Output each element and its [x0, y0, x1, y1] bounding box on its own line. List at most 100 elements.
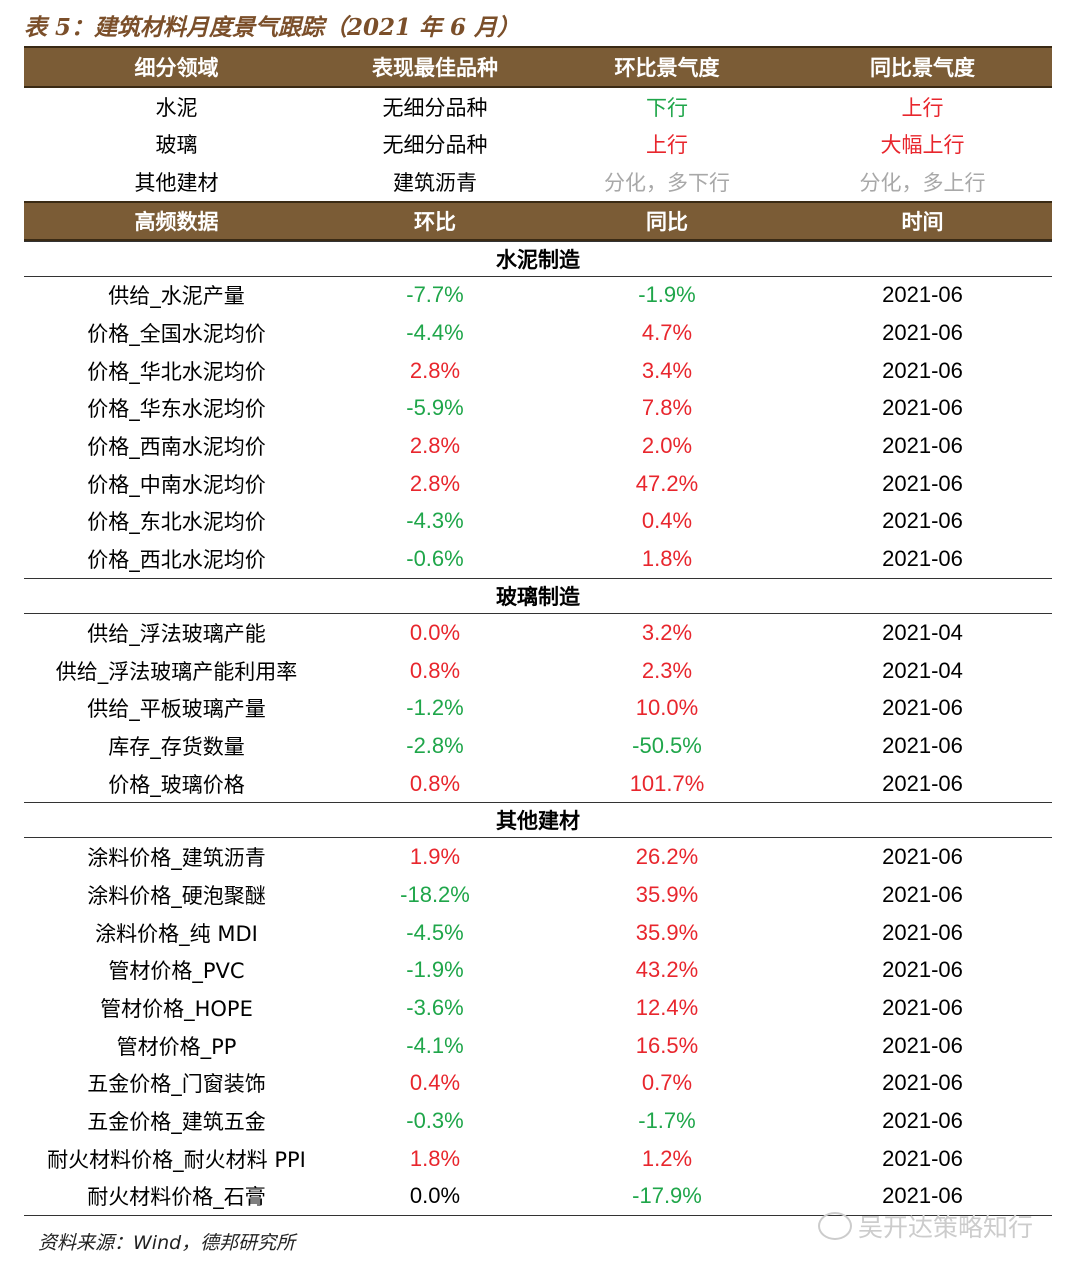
table-row: 供给_水泥产量 -7.7% -1.9% 2021-06 — [24, 277, 1052, 315]
item-cell: 管材价格_PVC — [108, 959, 245, 984]
sections-body: 水泥制造 供给_水泥产量 -7.7% -1.9% 2021-06 价格_全国水泥均价 -4.… — [24, 240, 1052, 1216]
header-cell: 细分领域 — [134, 56, 219, 80]
mom-value-cell: -5.9% — [406, 395, 464, 421]
mom-value-cell: 1.8% — [409, 1145, 461, 1171]
header-cell: 时间 — [901, 209, 944, 234]
mom-trend-cell: 分化，多下行 — [604, 170, 730, 195]
header-cell: 环比 — [414, 209, 456, 234]
mom-value-cell: 0.8% — [409, 770, 461, 796]
mom-value-cell: -4.3% — [406, 508, 464, 534]
item-cell: 价格_东北水泥均价 — [87, 510, 266, 535]
watermark: 吴开达策略知行 — [818, 1208, 1033, 1244]
mom-value-cell: -4.4% — [406, 320, 464, 346]
yoy-value-cell: -1.9% — [638, 282, 696, 308]
best-variety-cell: 无细分品种 — [382, 133, 488, 158]
table-row: 五金价格_门窗装饰 0.4% 0.7% 2021-06 — [24, 1065, 1052, 1103]
mom-value-cell: 2.8% — [409, 470, 461, 496]
yoy-value-cell: 0.4% — [641, 508, 693, 534]
best-variety-cell: 建筑沥青 — [393, 170, 477, 195]
data-table: 细分领域 表现最佳品种 环比景气度 同比景气度 水泥 无细分品种 下行 上行 玻璃 无细分… — [24, 46, 1052, 1217]
table-row: 价格_中南水泥均价 2.8% 47.2% 2021-06 — [24, 465, 1052, 503]
time-cell: 2021-06 — [882, 357, 963, 383]
time-cell: 2021-06 — [882, 508, 963, 534]
section-header: 玻璃制造 — [24, 578, 1052, 614]
mom-value-cell: 2.8% — [409, 433, 461, 459]
time-cell: 2021-06 — [882, 732, 963, 758]
item-cell: 供给_浮法玻璃产能 — [87, 621, 266, 646]
section-header: 其他建材 — [24, 802, 1052, 839]
yoy-value-cell: -17.9% — [632, 1183, 702, 1209]
table-row: 管材价格_PP -4.1% 16.5% 2021-06 — [24, 1027, 1052, 1065]
time-cell: 2021-06 — [882, 844, 963, 870]
time-cell: 2021-06 — [882, 470, 963, 496]
field-cell: 其他建材 — [134, 170, 219, 195]
mom-trend-cell: 上行 — [646, 133, 688, 158]
table-row: 耐火材料价格_耐火材料 PPI 1.8% 1.2% 2021-06 — [24, 1140, 1052, 1178]
watermark-text: 吴开达策略知行 — [858, 1213, 1034, 1242]
mom-value-cell: -4.5% — [406, 919, 464, 945]
header-cell: 表现最佳品种 — [372, 56, 498, 80]
item-cell: 耐火材料价格_耐火材料 PPI — [47, 1147, 306, 1172]
yoy-value-cell: 0.7% — [641, 1070, 693, 1096]
best-variety-cell: 无细分品种 — [382, 95, 488, 120]
mom-value-cell: -1.9% — [406, 957, 464, 983]
mom-value-cell: -0.3% — [406, 1108, 464, 1134]
table-row: 涂料价格_硬泡聚醚 -18.2% 35.9% 2021-06 — [24, 876, 1052, 914]
mom-value-cell: 1.9% — [409, 844, 461, 870]
item-cell: 库存_存货数量 — [108, 734, 245, 759]
yoy-value-cell: 3.2% — [641, 619, 693, 645]
time-cell: 2021-06 — [882, 770, 963, 796]
item-cell: 涂料价格_建筑沥青 — [87, 846, 266, 871]
yoy-value-cell: 10.0% — [635, 695, 699, 721]
time-cell: 2021-06 — [882, 1145, 963, 1171]
item-cell: 涂料价格_纯 MDI — [95, 921, 258, 946]
table-row: 价格_西南水泥均价 2.8% 2.0% 2021-06 — [24, 427, 1052, 465]
yoy-value-cell: -1.7% — [638, 1108, 696, 1134]
item-cell: 涂料价格_硬泡聚醚 — [87, 883, 266, 908]
item-cell: 五金价格_门窗装饰 — [87, 1072, 266, 1097]
time-cell: 2021-06 — [882, 957, 963, 983]
item-cell: 供给_水泥产量 — [108, 284, 245, 309]
time-cell: 2021-06 — [882, 282, 963, 308]
table-row: 供给_浮法玻璃产能利用率 0.8% 2.3% 2021-04 — [24, 652, 1052, 690]
yoy-value-cell: 47.2% — [635, 470, 699, 496]
field-cell: 玻璃 — [155, 133, 198, 158]
wechat-icon — [818, 1212, 852, 1240]
mom-value-cell: 0.0% — [409, 1183, 461, 1209]
table-row: 五金价格_建筑五金 -0.3% -1.7% 2021-06 — [24, 1102, 1052, 1140]
time-cell: 2021-06 — [882, 919, 963, 945]
mom-value-cell: -2.8% — [406, 732, 464, 758]
yoy-value-cell: 12.4% — [635, 995, 699, 1021]
mom-value-cell: -3.6% — [406, 995, 464, 1021]
item-cell: 耐火材料价格_石膏 — [87, 1185, 266, 1210]
yoy-value-cell: 43.2% — [635, 957, 699, 983]
time-cell: 2021-06 — [882, 395, 963, 421]
header-cell: 同比景气度 — [870, 56, 975, 80]
summary-body: 水泥 无细分品种 下行 上行 玻璃 无细分品种 上行 大幅上行 其他建材 建筑沥青 分化，多下行 分化… — [24, 88, 1052, 201]
table-row: 价格_东北水泥均价 -4.3% 0.4% 2021-06 — [24, 503, 1052, 541]
yoy-value-cell: 26.2% — [635, 844, 699, 870]
item-cell: 价格_西北水泥均价 — [87, 548, 266, 573]
item-cell: 价格_华北水泥均价 — [87, 359, 266, 384]
yoy-trend-cell: 大幅上行 — [880, 133, 965, 158]
table-title: 表 5：建筑材料月度景气跟踪（2021 年 6 月） — [24, 14, 521, 41]
time-cell: 2021-04 — [882, 657, 963, 683]
table-row: 供给_平板玻璃产量 -1.2% 10.0% 2021-06 — [24, 689, 1052, 727]
item-cell: 价格_华东水泥均价 — [87, 397, 266, 422]
item-cell: 价格_中南水泥均价 — [87, 472, 266, 497]
yoy-value-cell: 1.8% — [641, 546, 693, 572]
mom-value-cell: 0.0% — [409, 619, 461, 645]
time-cell: 2021-06 — [882, 1108, 963, 1134]
item-cell: 管材价格_HOPE — [100, 997, 253, 1022]
header-cell: 高频数据 — [134, 209, 219, 234]
table-row: 耐火材料价格_石膏 0.0% -17.9% 2021-06 — [24, 1178, 1052, 1216]
time-cell: 2021-06 — [882, 881, 963, 907]
table-row: 涂料价格_纯 MDI -4.5% 35.9% 2021-06 — [24, 914, 1052, 952]
yoy-value-cell: 101.7% — [629, 770, 705, 796]
item-cell: 价格_玻璃价格 — [108, 772, 245, 797]
mom-value-cell: 2.8% — [409, 357, 461, 383]
mom-value-cell: -4.1% — [406, 1032, 464, 1058]
table-row: 价格_西北水泥均价 -0.6% 1.8% 2021-06 — [24, 540, 1052, 578]
yoy-value-cell: 35.9% — [635, 919, 699, 945]
table-row: 供给_浮法玻璃产能 0.0% 3.2% 2021-04 — [24, 614, 1052, 652]
